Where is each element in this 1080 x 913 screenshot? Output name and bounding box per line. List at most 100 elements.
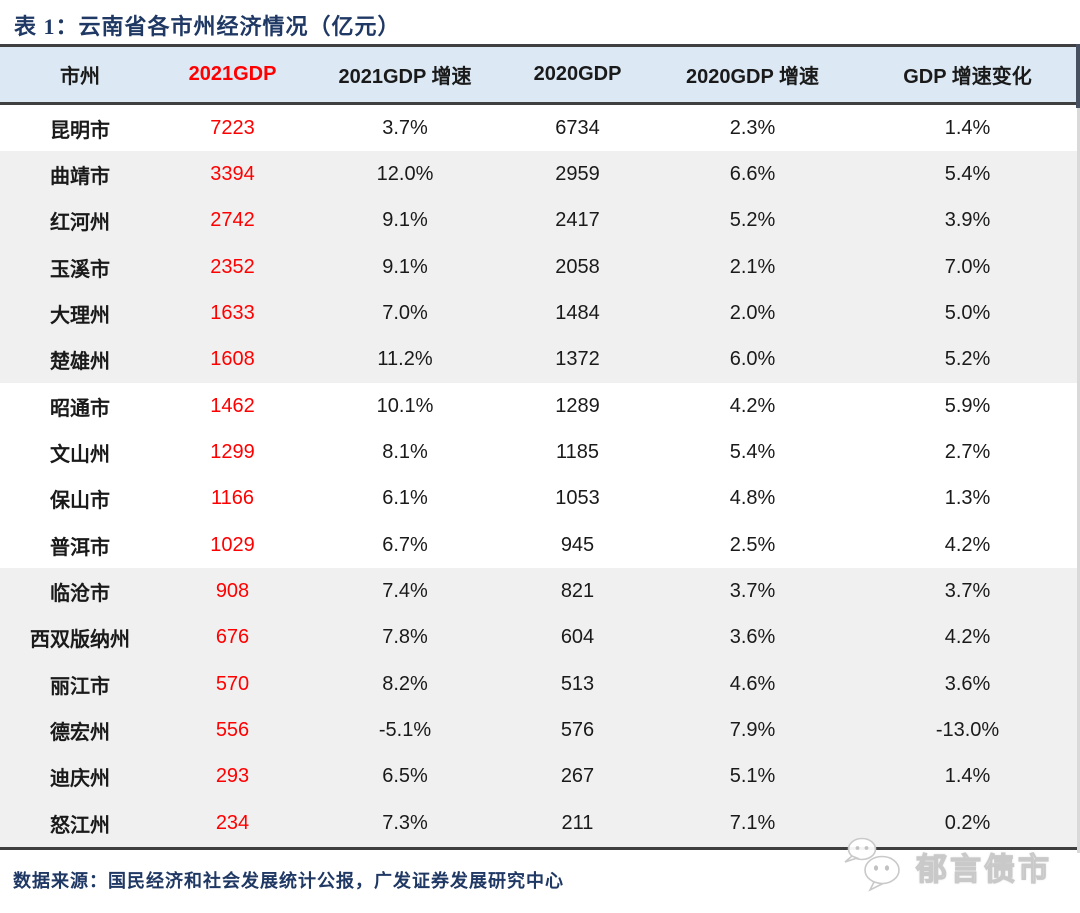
value-cell-growth2021: 9.1%	[382, 209, 428, 232]
value-cell-change: 2.7%	[944, 441, 991, 464]
value-cell-growth2021: 7.8%	[382, 626, 428, 649]
value-cell-change: 5.0%	[944, 302, 991, 325]
value-cell-change: 1.4%	[944, 116, 991, 139]
source-note: 数据来源：国民经济和社会发展统计公报，广发证券发展研究中心	[13, 870, 564, 891]
value-cell-change: 7.0%	[944, 255, 991, 278]
table-row: 曲靖市 3394 12.0% 2959 6.6% 5.4%	[0, 151, 1080, 198]
city-name-cell: 曲靖市	[50, 166, 110, 189]
city-name-cell: 楚雄州	[50, 351, 110, 374]
watermark: 郁言债市	[844, 836, 1052, 897]
value-cell-change: 3.9%	[944, 209, 991, 232]
table-row: 红河州 2742 9.1% 2417 5.2% 3.9%	[0, 197, 1080, 245]
value-cell-growth2020: 6.6%	[729, 163, 776, 186]
value-cell-growth2020: 2.1%	[729, 255, 776, 278]
value-cell-growth2021: -5.1%	[378, 719, 432, 742]
city-name-cell: 昭通市	[50, 397, 110, 420]
economy-table: 市州 2021GDP 2021GDP 增速 2020GDP 2020GDP 增速…	[0, 44, 1080, 850]
table-row: 昭通市 1462 10.1% 1289 4.2% 5.9%	[0, 383, 1080, 430]
city-name-cell: 西双版纳州	[30, 629, 130, 652]
value-cell-growth2021: 12.0%	[376, 163, 434, 186]
value-cell-change: 4.2%	[944, 533, 991, 556]
value-cell-growth2020: 4.2%	[729, 394, 776, 417]
city-name-cell: 昆明市	[50, 119, 110, 142]
value-cell-growth2021: 6.5%	[382, 765, 428, 788]
city-name-cell: 临沧市	[50, 583, 110, 606]
table-row: 普洱市 1029 6.7% 945 2.5% 4.2%	[0, 522, 1080, 569]
value-cell-change: 1.4%	[944, 765, 991, 788]
value-cell-growth2020: 3.6%	[729, 626, 776, 649]
value-cell-change: 3.6%	[944, 672, 991, 695]
col-header-gdp-growth-change: GDP 增速变化	[903, 66, 1032, 88]
value-cell-gdp2020: 267	[560, 765, 595, 788]
value-cell-change: 1.3%	[944, 487, 991, 510]
city-name-cell: 普洱市	[50, 536, 110, 559]
city-name-cell: 玉溪市	[50, 258, 110, 281]
col-header-city: 市州	[60, 66, 100, 88]
value-cell-gdp2021: 1608	[210, 348, 255, 371]
value-cell-gdp2021: 2742	[210, 209, 255, 232]
value-cell-gdp2021: 1166	[210, 487, 254, 510]
value-cell-gdp2020: 821	[560, 580, 595, 603]
watermark-label: 郁言债市	[915, 851, 1052, 887]
col-header-2020gdp: 2020GDP	[533, 63, 622, 85]
value-cell-growth2020: 2.0%	[729, 302, 776, 325]
city-name-cell: 大理州	[50, 305, 110, 328]
table-row: 保山市 1166 6.1% 1053 4.8% 1.3%	[0, 475, 1080, 523]
table-row: 文山州 1299 8.1% 1185 5.4% 2.7%	[0, 429, 1080, 476]
value-cell-gdp2021: 293	[215, 765, 250, 788]
value-cell-growth2020: 7.9%	[729, 719, 776, 742]
value-cell-gdp2020: 1185	[555, 441, 599, 464]
table-row: 楚雄州 1608 11.2% 1372 6.0% 5.2%	[0, 336, 1080, 384]
wechat-icon	[844, 836, 912, 897]
value-cell-growth2021: 7.4%	[382, 580, 428, 603]
value-cell-gdp2020: 2058	[555, 255, 600, 278]
table-body: 昆明市 7223 3.7% 6734 2.3% 1.4% 曲靖市 3394 12.0% 2959 6…	[0, 105, 1080, 850]
value-cell-growth2020: 2.3%	[729, 116, 776, 139]
table-header-row: 市州 2021GDP 2021GDP 增速 2020GDP 2020GDP 增速…	[0, 47, 1080, 105]
value-cell-growth2021: 6.1%	[382, 487, 428, 510]
table-row: 昆明市 7223 3.7% 6734 2.3% 1.4%	[0, 105, 1080, 152]
value-cell-growth2020: 5.1%	[729, 765, 776, 788]
value-cell-gdp2020: 604	[560, 626, 595, 649]
table-row: 德宏州 556 -5.1% 576 7.9% -13.0%	[0, 707, 1080, 754]
value-cell-gdp2020: 1053	[555, 487, 600, 510]
city-name-cell: 德宏州	[50, 722, 110, 745]
city-name-cell: 丽江市	[50, 675, 110, 698]
value-cell-growth2020: 7.1%	[729, 811, 776, 834]
value-cell-gdp2020: 2417	[555, 209, 600, 232]
value-cell-growth2020: 5.4%	[729, 441, 776, 464]
table-row: 西双版纳州 676 7.8% 604 3.6% 4.2%	[0, 614, 1080, 662]
table-title: 表 1：云南省各市州经济情况（亿元）	[14, 14, 401, 39]
value-cell-gdp2020: 2959	[555, 163, 600, 186]
value-cell-growth2021: 9.1%	[382, 255, 428, 278]
value-cell-gdp2021: 570	[215, 672, 250, 695]
table-right-border-header	[1076, 44, 1080, 108]
value-cell-gdp2020: 945	[560, 533, 595, 556]
city-name-cell: 保山市	[50, 490, 110, 513]
value-cell-gdp2021: 1029	[210, 533, 255, 556]
value-cell-gdp2021: 2352	[210, 255, 255, 278]
value-cell-gdp2021: 7223	[210, 116, 255, 139]
city-name-cell: 红河州	[50, 212, 110, 235]
city-name-cell: 迪庆州	[50, 768, 110, 791]
table-row: 临沧市 908 7.4% 821 3.7% 3.7%	[0, 568, 1080, 615]
col-header-2020gdp-growth: 2020GDP 增速	[685, 66, 820, 88]
value-cell-gdp2021: 3394	[210, 163, 255, 186]
value-cell-growth2020: 3.7%	[729, 580, 776, 603]
value-cell-growth2021: 6.7%	[382, 533, 428, 556]
value-cell-gdp2020: 6734	[555, 116, 600, 139]
value-cell-growth2021: 7.0%	[382, 302, 428, 325]
table-row: 丽江市 570 8.2% 513 4.6% 3.6%	[0, 661, 1080, 708]
table-row: 玉溪市 2352 9.1% 2058 2.1% 7.0%	[0, 244, 1080, 291]
value-cell-growth2021: 3.7%	[382, 116, 428, 139]
table-row: 大理州 1633 7.0% 1484 2.0% 5.0%	[0, 290, 1080, 337]
city-name-cell: 怒江州	[50, 814, 110, 837]
col-header-2021gdp-growth: 2021GDP 增速	[338, 66, 472, 88]
value-cell-growth2020: 6.0%	[729, 348, 776, 371]
value-cell-gdp2021: 676	[215, 626, 250, 649]
value-cell-change: 5.2%	[944, 348, 991, 371]
value-cell-gdp2021: 556	[215, 719, 250, 742]
value-cell-gdp2020: 211	[561, 811, 594, 834]
table-row: 怒江州 234 7.3% 211 7.1% 0.2%	[0, 800, 1080, 847]
table-row: 迪庆州 293 6.5% 267 5.1% 1.4%	[0, 753, 1080, 801]
